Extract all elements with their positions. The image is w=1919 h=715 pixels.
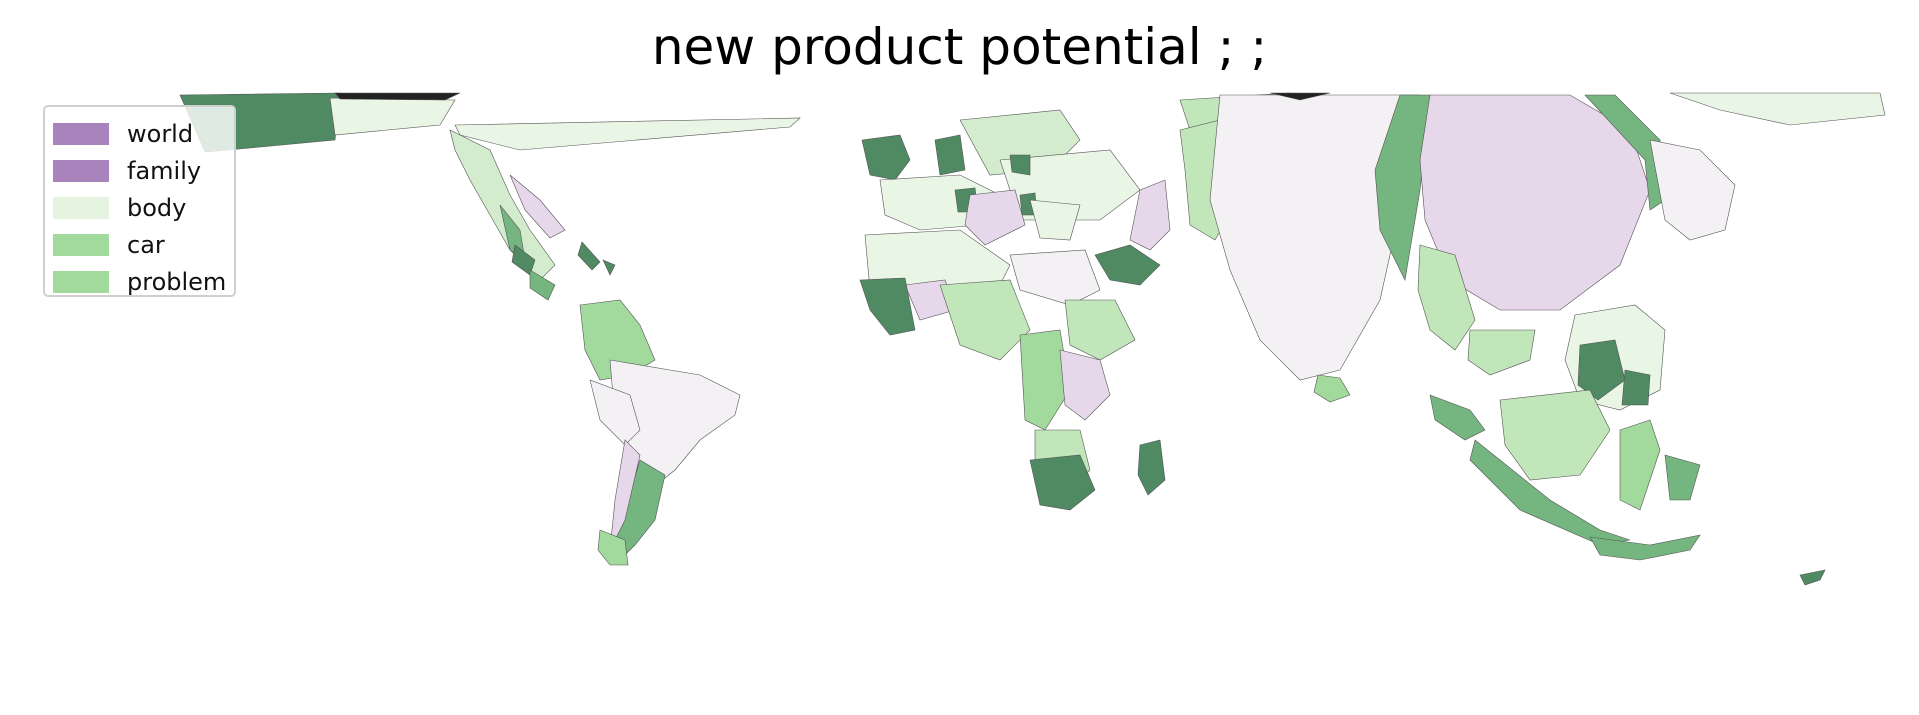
map-title: new product potential ; ; xyxy=(651,18,1268,76)
legend-label: family xyxy=(127,156,202,185)
legend-swatch xyxy=(53,122,109,145)
region-siberia-east xyxy=(1669,92,1886,126)
region-uk xyxy=(861,134,911,181)
region-black-top xyxy=(1269,92,1331,101)
region-japan-like xyxy=(1649,139,1736,241)
region-ring-dark-1 xyxy=(1577,339,1626,401)
region-east-africa xyxy=(1064,299,1136,361)
legend-swatch xyxy=(53,233,109,256)
region-north-lines xyxy=(454,117,801,151)
region-australia-like xyxy=(1589,534,1701,561)
region-indochina xyxy=(1467,329,1536,376)
legend-swatch xyxy=(53,270,109,293)
legend-swatch xyxy=(53,196,109,219)
legend: world family body car problem xyxy=(43,105,236,297)
region-tanzania xyxy=(1059,349,1111,421)
region-patagonia xyxy=(597,529,629,566)
region-sahel-2 xyxy=(939,279,1031,361)
region-philippines-1 xyxy=(1619,419,1661,511)
region-sahel-1 xyxy=(859,277,916,336)
region-philippines-2 xyxy=(1664,454,1701,501)
legend-item: body xyxy=(53,189,226,226)
legend-swatch xyxy=(53,159,109,182)
legend-label: problem xyxy=(127,267,227,296)
region-madagascar xyxy=(1137,439,1166,496)
legend-item: problem xyxy=(53,263,226,300)
region-caribbean-2 xyxy=(602,259,616,276)
region-congo xyxy=(1019,329,1071,431)
region-europe-dark-1 xyxy=(1009,154,1031,176)
legend-item: family xyxy=(53,152,226,189)
legend-label: world xyxy=(127,119,194,148)
region-arabia-purple xyxy=(1129,179,1171,251)
legend-item: car xyxy=(53,226,226,263)
region-ring-dark-2 xyxy=(1621,369,1651,406)
region-scandinavia xyxy=(934,134,966,176)
legend-label: car xyxy=(127,230,165,259)
region-mexico-purple xyxy=(509,174,566,239)
region-peru xyxy=(589,379,641,446)
region-indonesia-central xyxy=(1499,389,1611,481)
region-indonesia-west xyxy=(1429,394,1486,441)
region-southeast-asia xyxy=(1417,244,1476,351)
legend-label: body xyxy=(127,193,187,222)
region-new-zealand-like xyxy=(1799,569,1826,586)
region-europe-purple xyxy=(964,189,1026,246)
region-central-africa xyxy=(1009,249,1101,306)
region-central-am-3 xyxy=(529,269,556,301)
region-balkans xyxy=(1029,199,1081,241)
region-middle-east-dark xyxy=(1094,244,1161,286)
region-caribbean-1 xyxy=(577,241,601,271)
region-arctic-west-2 xyxy=(329,97,456,136)
region-sri-lanka xyxy=(1313,374,1351,403)
region-arctic-black xyxy=(334,92,461,101)
region-south-africa xyxy=(1029,454,1096,511)
legend-item: world xyxy=(53,115,226,152)
region-chile xyxy=(609,439,641,551)
